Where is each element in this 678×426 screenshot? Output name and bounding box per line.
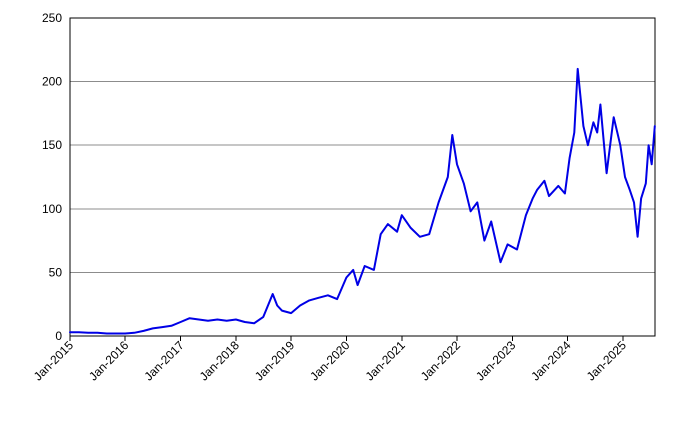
y-tick-label: 100 xyxy=(42,202,62,216)
x-tick-label: Jan-2018 xyxy=(197,338,243,384)
x-tick-label: Jan-2017 xyxy=(141,338,187,384)
y-tick-label: 50 xyxy=(49,265,63,279)
x-tick-label: Jan-2025 xyxy=(584,338,630,384)
series-layer xyxy=(69,67,656,335)
x-tick-label: Jan-2015 xyxy=(31,338,77,384)
x-tick-label: Jan-2023 xyxy=(473,338,519,384)
y-tick-label: 150 xyxy=(42,138,62,152)
x-axis: Jan-2015 Jan-2016 Jan-2017 Jan-2018 Jan-2019… xyxy=(31,336,629,384)
plot-frame xyxy=(69,17,656,337)
x-tick-label: Jan-2022 xyxy=(418,338,464,384)
x-tick-label: Jan-2020 xyxy=(307,338,353,384)
x-tick-label: Jan-2024 xyxy=(528,338,574,384)
x-tick-label: Jan-2016 xyxy=(86,338,132,384)
y-tick-label: 250 xyxy=(42,11,62,25)
y-tick-label: 0 xyxy=(55,329,62,343)
y-axis: 0 50 100 150 200 250 xyxy=(42,11,62,343)
x-tick-label: Jan-2021 xyxy=(363,338,409,384)
x-tick-label: Jan-2019 xyxy=(252,338,298,384)
y-tick-label: 200 xyxy=(42,75,62,89)
series-line-0 xyxy=(69,67,656,335)
gridlines xyxy=(70,17,655,273)
